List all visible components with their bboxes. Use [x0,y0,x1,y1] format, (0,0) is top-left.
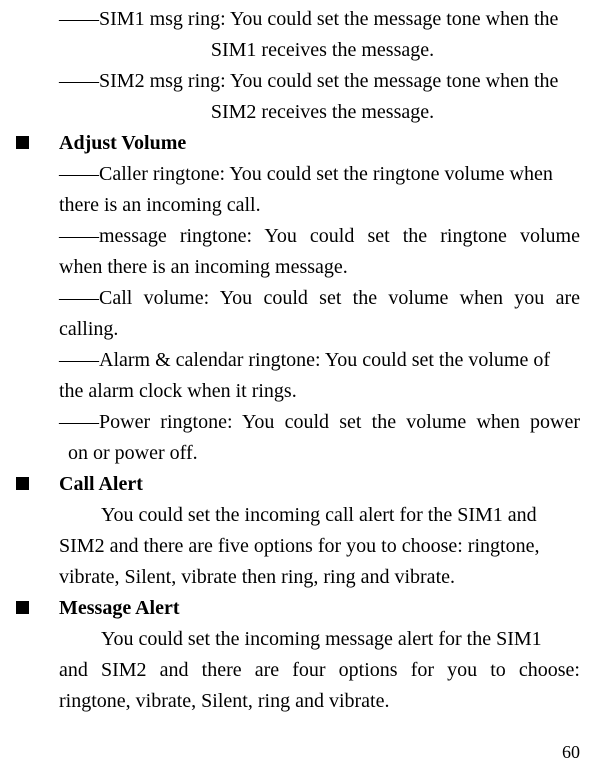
text-line: vibrate, Silent, vibrate then ring, ring… [59,562,580,593]
bullet-item: Message Alert [16,593,586,624]
text-line: SIM2 receives the message. [59,97,586,128]
text-line: when there is an incoming message. [59,252,580,283]
section-title: Message Alert [59,593,180,624]
text-line: You could set the incoming message alert… [59,624,580,655]
text-line: SIM2 and there are five options for you … [59,531,580,562]
text-line: ――SIM1 msg ring: You could set the messa… [59,4,586,35]
text-line: ――message ringtone: You could set the ri… [59,221,580,252]
square-bullet-icon [16,601,29,614]
text-line: ――Power ringtone: You could set the volu… [59,407,580,438]
section-title: Adjust Volume [59,128,186,159]
square-bullet-icon [16,477,29,490]
page-number: 60 [562,742,580,763]
text-line: there is an incoming call. [59,190,580,221]
text-line: calling. [59,314,580,345]
text-line: ――Call volume: You could set the volume … [59,283,580,314]
square-bullet-icon [16,136,29,149]
text-line: You could set the incoming call alert fo… [59,500,580,531]
text-line: ――Alarm & calendar ringtone: You could s… [59,345,580,376]
text-line: the alarm clock when it rings. [59,376,580,407]
text-line: ――Caller ringtone: You could set the rin… [59,159,580,190]
text-line: SIM1 receives the message. [59,35,586,66]
section-title: Call Alert [59,469,143,500]
bullet-item: Call Alert [16,469,586,500]
text-line: ringtone, vibrate, Silent, ring and vibr… [59,686,580,717]
bullet-item: Adjust Volume [16,128,586,159]
text-line: ――SIM2 msg ring: You could set the messa… [59,66,586,97]
text-line: and SIM2 and there are four options for … [59,655,580,686]
document-page: ――SIM1 msg ring: You could set the messa… [0,0,592,769]
text-line: on or power off. [68,438,580,469]
